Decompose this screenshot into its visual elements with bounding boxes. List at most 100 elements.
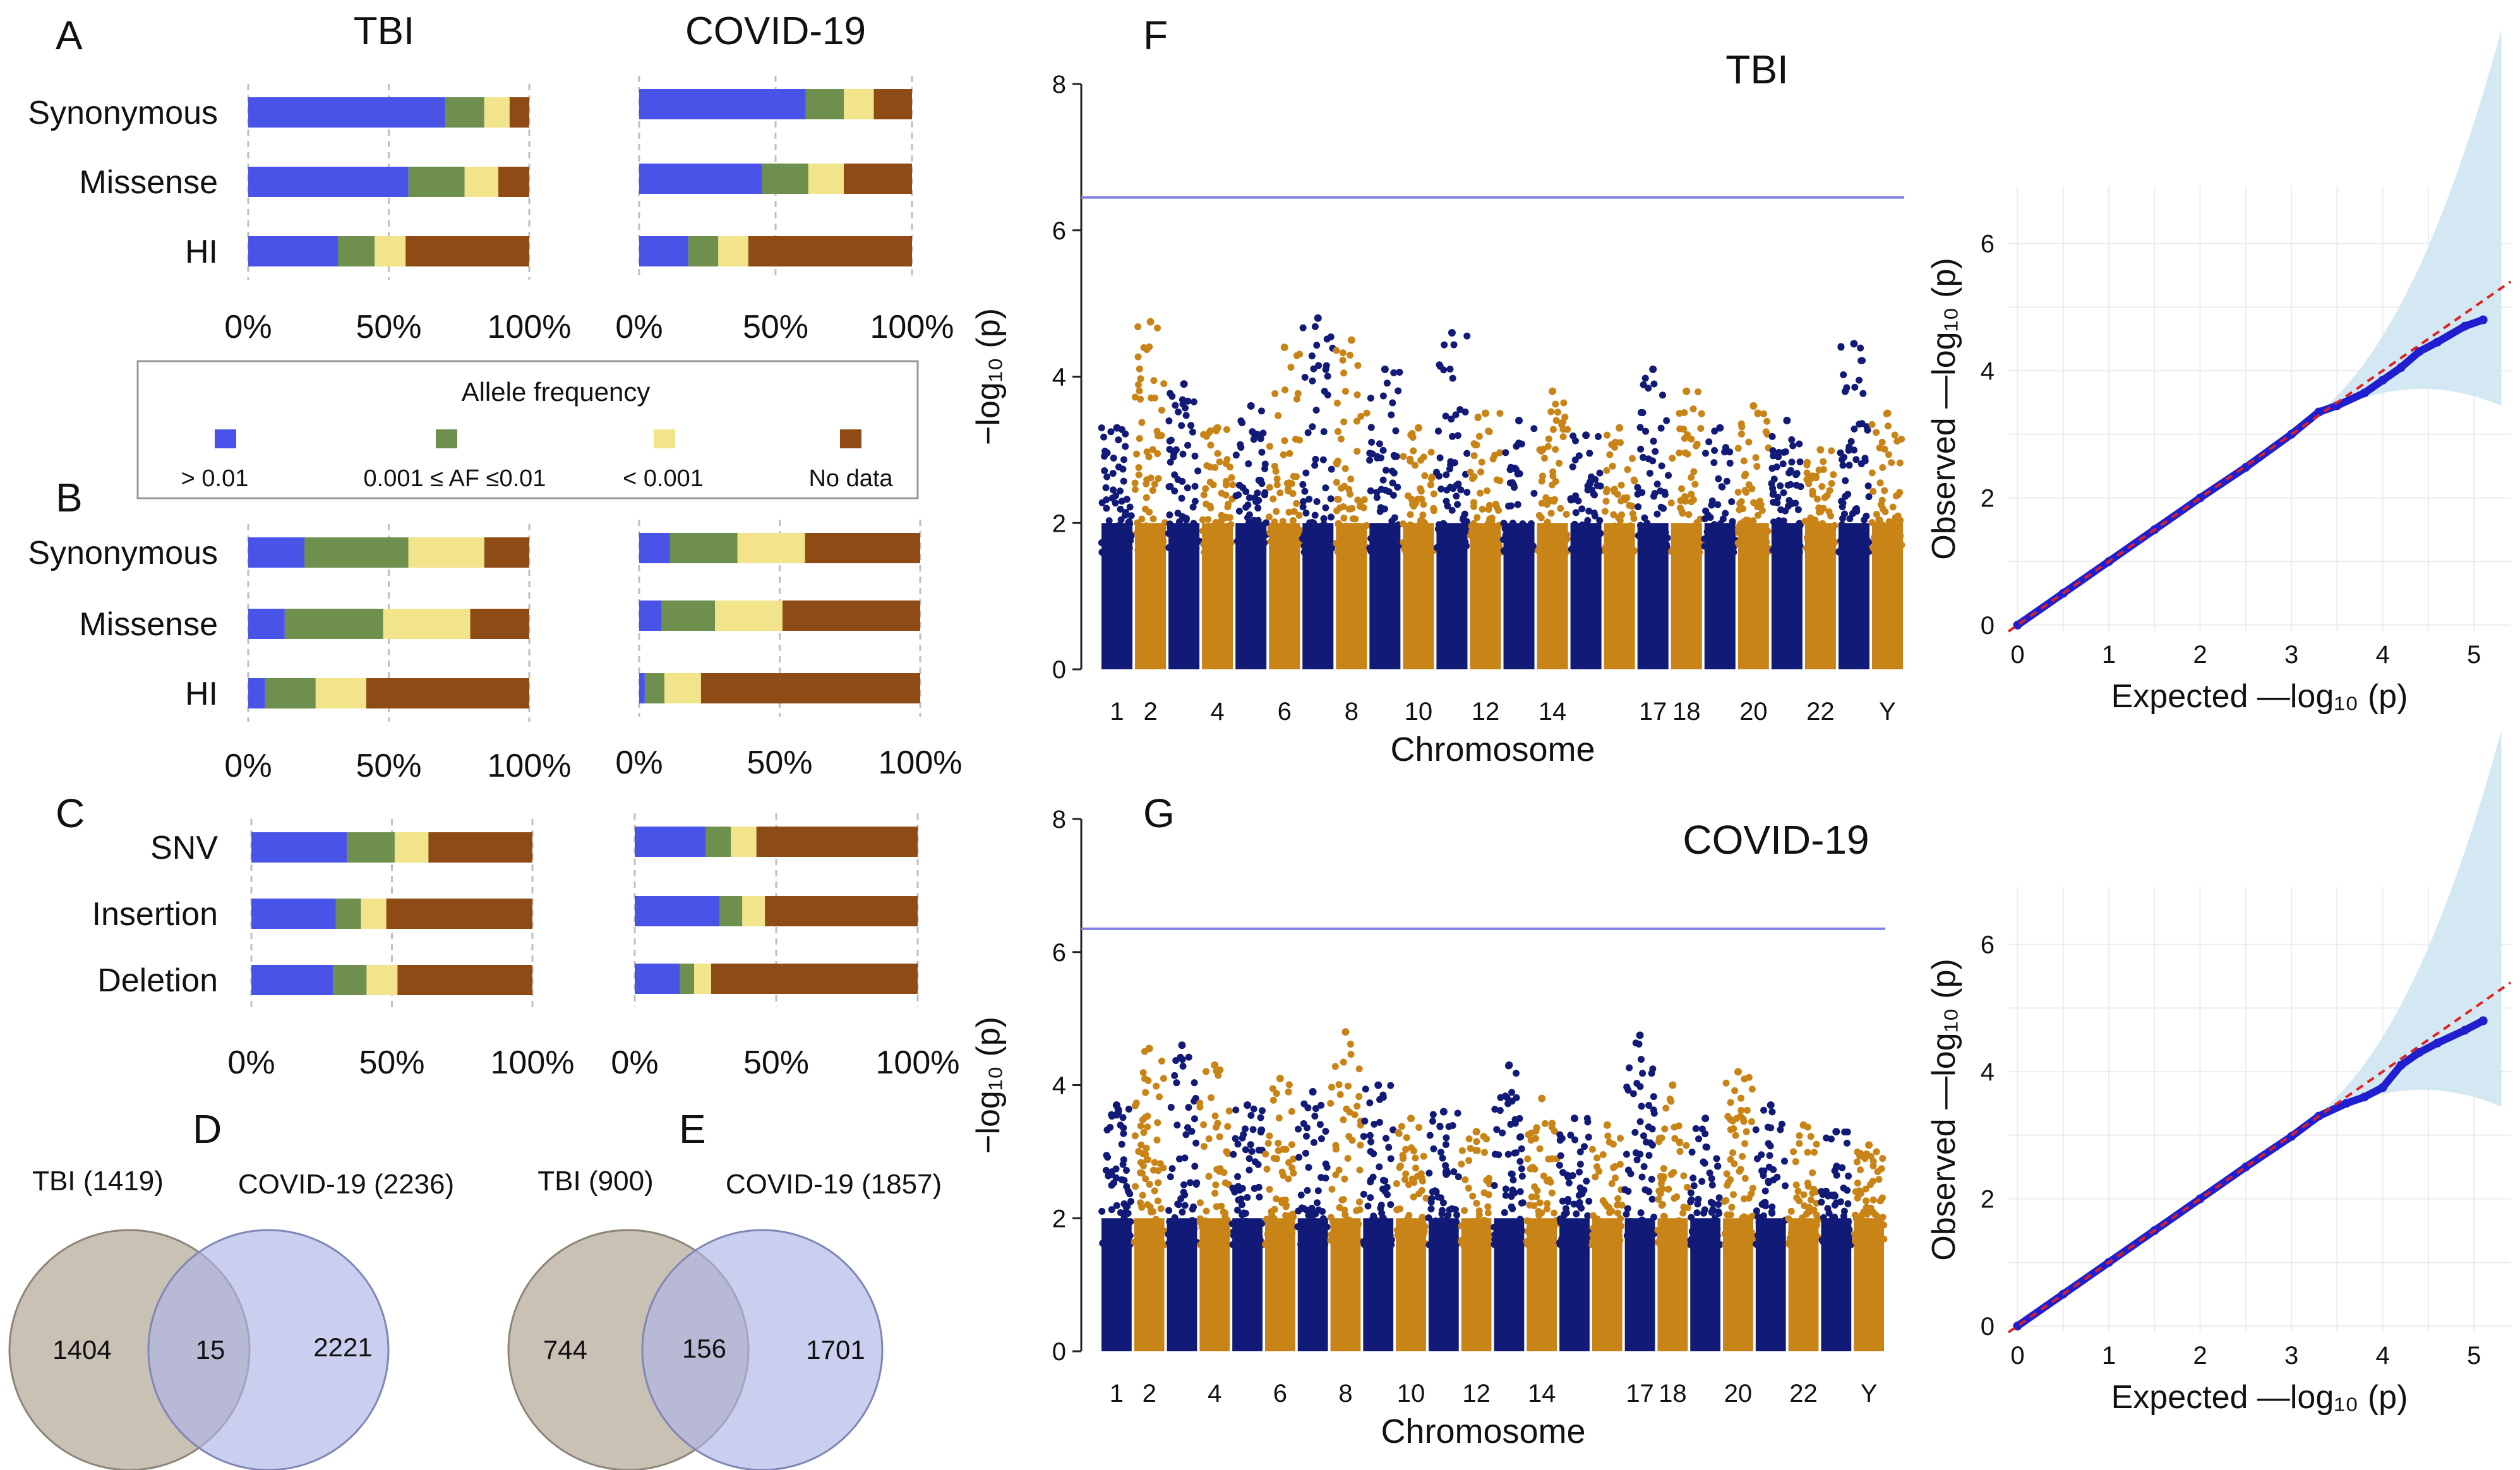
snp-point	[1635, 503, 1642, 511]
snp-point	[1485, 1174, 1492, 1182]
snp-point	[1530, 489, 1538, 497]
snp-point	[1312, 1231, 1319, 1238]
snp-point	[1271, 390, 1279, 397]
snp-point	[1280, 1145, 1287, 1153]
snp-point	[1335, 520, 1342, 527]
snp-point	[1473, 1138, 1480, 1145]
snp-point	[1807, 1133, 1815, 1140]
bar-segment	[386, 899, 532, 929]
manhattan-title: COVID-19	[1683, 817, 1869, 863]
snp-point	[1244, 1193, 1251, 1201]
snp-point	[1708, 501, 1715, 509]
chromosome-tick-label: 18	[1672, 698, 1701, 726]
snp-point	[1653, 481, 1661, 488]
snp-point	[1341, 1206, 1348, 1214]
snp-point	[1894, 512, 1902, 520]
x-tick-label: 100%	[876, 1044, 960, 1081]
snp-point	[1760, 410, 1768, 417]
snp-point	[1229, 1241, 1237, 1248]
snp-point	[1639, 409, 1647, 416]
snp-point	[1104, 1154, 1112, 1161]
snp-point	[1302, 469, 1310, 477]
snp-point	[1263, 1216, 1270, 1223]
snp-point	[1593, 1154, 1601, 1162]
snp-point	[1257, 435, 1264, 443]
snp-point	[1474, 414, 1482, 422]
snp-point	[1489, 455, 1497, 463]
snp-point	[1688, 491, 1695, 498]
snp-point	[1154, 1119, 1161, 1126]
y-tick-label: 2	[1981, 485, 1995, 513]
snp-point	[1707, 1198, 1715, 1206]
snp-point	[1484, 487, 1491, 494]
snp-point	[1154, 1197, 1161, 1205]
snp-point	[1782, 448, 1789, 456]
snp-peak-point	[1616, 424, 1624, 432]
chromosome-tick-label: 22	[1806, 698, 1835, 726]
snp-point	[1472, 534, 1479, 541]
snp-point	[1537, 514, 1545, 522]
snp-point	[1728, 498, 1736, 505]
bar-segment	[248, 97, 445, 128]
snp-point	[1255, 496, 1263, 504]
snp-point	[1760, 1106, 1768, 1114]
snp-peak-point	[1347, 336, 1355, 344]
qq-point	[2415, 1048, 2424, 1057]
snp-point	[1722, 510, 1729, 517]
snp-point	[1501, 1209, 1508, 1216]
snp-point	[1202, 485, 1209, 493]
snp-point	[1191, 1079, 1198, 1087]
identity-line	[2007, 280, 2512, 633]
snp-point	[1322, 1174, 1329, 1182]
snp-point	[1514, 470, 1521, 478]
snp-point	[1831, 539, 1839, 546]
snp-point	[1340, 418, 1348, 426]
chromosome-tick-label: 14	[1528, 1380, 1556, 1407]
bar-segment	[394, 832, 429, 863]
snp-point	[1683, 1183, 1691, 1191]
snp-peak-point	[1683, 387, 1691, 395]
snp-point	[1245, 534, 1253, 541]
chromosome-tick-label: 20	[1724, 1380, 1753, 1407]
qq-point	[2378, 376, 2387, 385]
snp-point	[1774, 493, 1782, 501]
bar-segment	[639, 89, 806, 119]
snp-point	[1250, 1105, 1257, 1113]
snp-point	[1601, 508, 1609, 515]
snp-point	[1484, 1209, 1492, 1217]
snp-point	[1875, 1176, 1883, 1183]
snp-point	[1244, 501, 1252, 509]
snp-point	[1585, 1197, 1593, 1205]
snp-point	[1477, 489, 1484, 497]
snp-point	[1500, 520, 1508, 527]
snp-point	[1851, 1231, 1859, 1238]
snp-point	[1335, 427, 1342, 435]
snp-point	[1285, 1081, 1293, 1089]
snp-point	[1796, 520, 1803, 527]
snp-point	[1334, 1241, 1341, 1248]
snp-point	[1184, 484, 1191, 492]
allele-frequency-legend: Allele frequency > 0.01 0.001 ≤ AF ≤0.01…	[136, 360, 919, 499]
chromosome-tick-label: 10	[1397, 1380, 1425, 1407]
snp-point	[1761, 1187, 1769, 1195]
x-tick-label: 2	[2193, 1342, 2207, 1370]
snp-point	[1239, 484, 1247, 491]
snp-point	[1257, 407, 1265, 415]
y-tick-label: 2	[1052, 510, 1066, 537]
snp-point	[1803, 469, 1811, 477]
snp-point	[1101, 536, 1108, 544]
legend-frame	[136, 360, 919, 499]
snp-point	[1785, 496, 1793, 504]
snp-point	[1206, 479, 1214, 486]
snp-point	[1641, 534, 1648, 541]
snp-point	[1732, 1230, 1740, 1238]
snp-point	[1588, 1145, 1596, 1153]
snp-point	[1283, 1202, 1290, 1209]
snp-point	[1661, 491, 1669, 498]
snp-point	[1187, 1241, 1194, 1248]
snp-point	[1313, 342, 1321, 349]
snp-point	[1333, 479, 1340, 486]
snp-point	[1412, 1164, 1420, 1172]
